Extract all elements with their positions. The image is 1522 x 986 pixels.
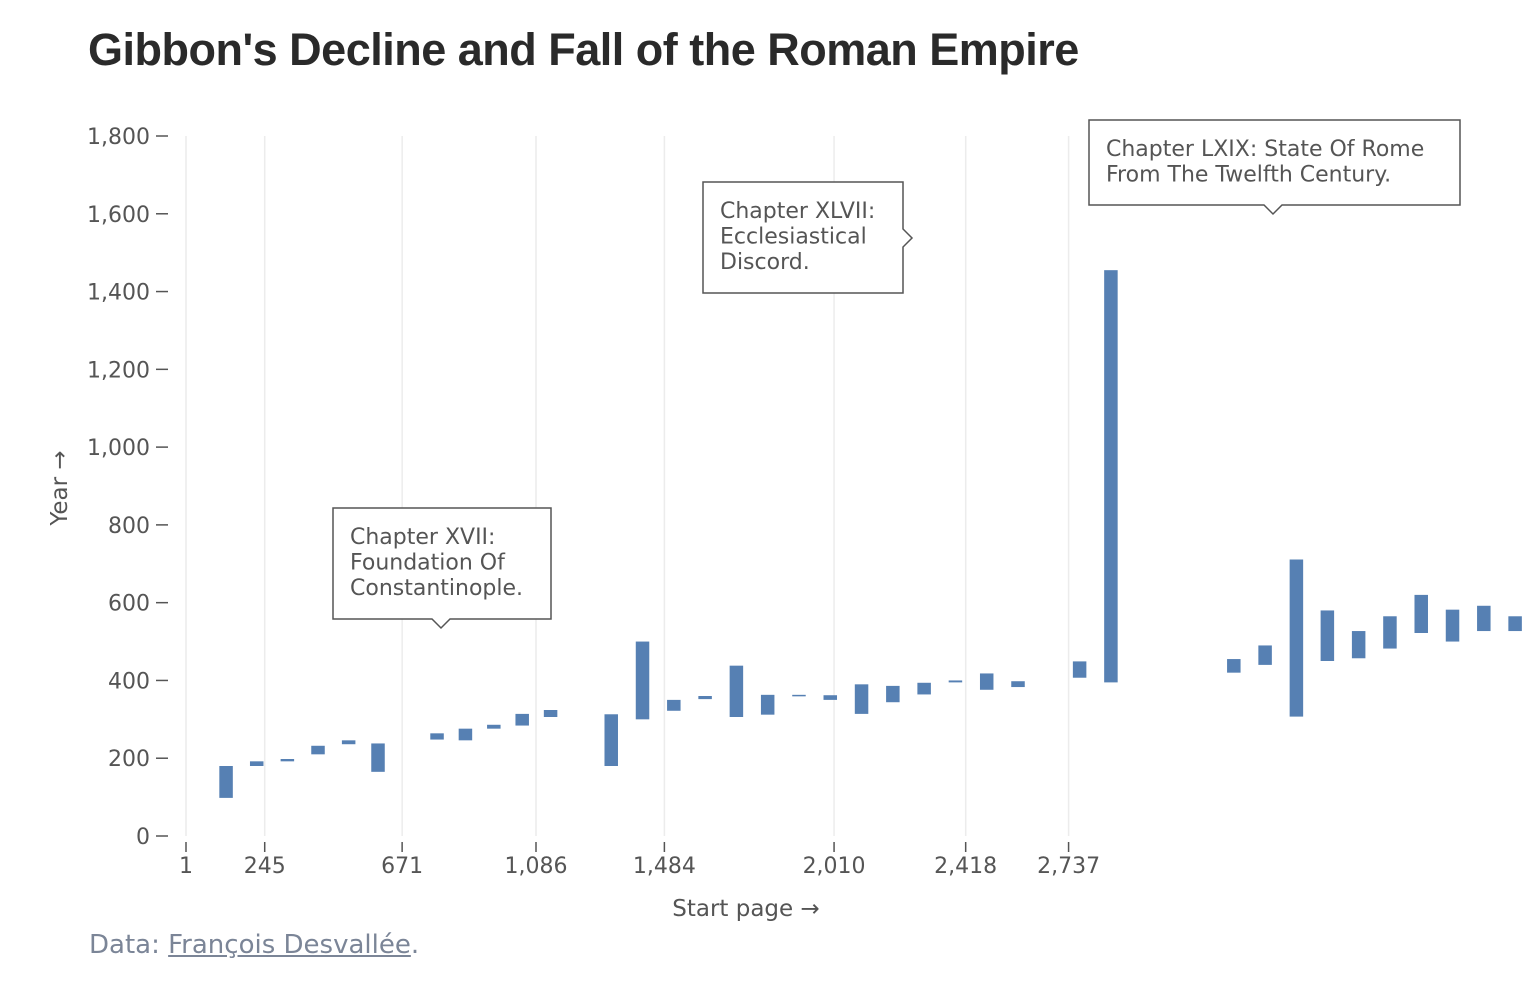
- y-tick-label: 1,200: [87, 358, 150, 383]
- chapter-bar[interactable]: [341, 740, 356, 745]
- data-source-credit: Data: François Desvallée.: [89, 930, 419, 960]
- chapter-bar[interactable]: [1011, 681, 1025, 688]
- y-tick-label: 0: [136, 825, 150, 850]
- chapter-bar[interactable]: [1258, 645, 1272, 665]
- chapter-bar[interactable]: [667, 699, 681, 711]
- source-link[interactable]: François Desvallée: [168, 930, 411, 960]
- annotation-callout: [332, 507, 552, 630]
- annotation-text: Discord.: [720, 250, 810, 275]
- chapter-bar[interactable]: [219, 766, 233, 798]
- chapter-bar[interactable]: [458, 728, 473, 741]
- chapter-bar[interactable]: [1508, 616, 1522, 632]
- bars-layer: [219, 270, 1522, 798]
- chapter-bar[interactable]: [311, 745, 325, 755]
- chapter-bar[interactable]: [543, 710, 558, 717]
- x-tick-label: 1,086: [505, 854, 568, 879]
- y-tick-label: 1,600: [87, 203, 150, 228]
- x-tick-label: 2,737: [1037, 854, 1100, 879]
- grid-layer: [185, 136, 1070, 836]
- chart-title: Gibbon's Decline and Fall of the Roman E…: [88, 24, 1079, 75]
- chapter-bar[interactable]: [760, 694, 775, 715]
- source-suffix: .: [410, 930, 420, 960]
- chapter-bar[interactable]: [371, 743, 385, 772]
- chapter-bar[interactable]: [635, 641, 650, 720]
- chapter-bar[interactable]: [1227, 659, 1241, 673]
- annotation-text: From The Twelfth Century.: [1106, 163, 1391, 188]
- annotation-text: Chapter LXIX: State Of Rome: [1106, 137, 1424, 162]
- y-tick-label: 1,400: [87, 281, 150, 306]
- annotation-text: Chapter XVII:: [350, 525, 495, 550]
- chapter-bar[interactable]: [698, 696, 712, 700]
- y-tick-label: 600: [108, 592, 150, 617]
- chapter-bar[interactable]: [854, 684, 869, 714]
- chapter-bar[interactable]: [604, 714, 618, 766]
- x-tick-label: 1: [179, 854, 193, 879]
- chapter-bar[interactable]: [249, 761, 264, 766]
- chapter-bar[interactable]: [1445, 609, 1460, 642]
- source-prefix: Data:: [89, 930, 169, 960]
- chapter-bar[interactable]: [1320, 610, 1335, 661]
- x-tick-label: 671: [381, 854, 423, 879]
- chapter-bar[interactable]: [979, 673, 994, 690]
- chapter-bar[interactable]: [1414, 594, 1428, 633]
- chapter-bar[interactable]: [430, 733, 444, 740]
- annotation-text: Chapter XLVII:: [720, 199, 875, 224]
- chapter-bar[interactable]: [280, 759, 295, 762]
- chapter-bar[interactable]: [917, 682, 931, 695]
- annotation-text: Ecclesiastical: [720, 225, 867, 250]
- chapter-bar[interactable]: [729, 665, 744, 717]
- chapter-bar[interactable]: [886, 685, 900, 703]
- y-tick-label: 800: [108, 514, 150, 539]
- chapter-bar[interactable]: [1477, 605, 1491, 632]
- chapter-bar[interactable]: [1351, 631, 1366, 659]
- annotation-text: Constantinople.: [350, 576, 523, 601]
- chapter-bar[interactable]: [1289, 559, 1304, 717]
- chapter-bar[interactable]: [948, 680, 963, 683]
- x-axis-label: Start page →: [672, 896, 820, 922]
- y-tick-label: 1,000: [87, 436, 150, 461]
- y-tick-label: 1,800: [87, 125, 150, 150]
- x-tick-label: 2,010: [803, 854, 866, 879]
- chapter-bar[interactable]: [823, 695, 838, 700]
- chapter-bar[interactable]: [1072, 661, 1087, 678]
- x-tick-label: 245: [244, 854, 286, 879]
- x-tick-label: 1,484: [633, 854, 696, 879]
- x-tick-label: 2,418: [934, 854, 997, 879]
- chapter-bar[interactable]: [515, 713, 529, 726]
- chapter-bar[interactable]: [792, 694, 806, 697]
- chapter-bar[interactable]: [487, 724, 501, 729]
- annotation-callout: [1088, 119, 1461, 216]
- y-tick-label: 400: [108, 669, 150, 694]
- x-axis: 1 245 671 1,086 1,484 2,010 2,418 2,737: [179, 842, 1100, 879]
- chapter-bar[interactable]: [1104, 270, 1118, 683]
- annotations-layer: Chapter XVII:Foundation OfConstantinople…: [332, 119, 1461, 630]
- y-axis-label: Year →: [47, 450, 73, 526]
- y-tick-label: 200: [108, 747, 150, 772]
- y-axis: 0 200 400 600 800 1,000 1,200 1,400 1,600 1,800: [87, 125, 168, 850]
- chapter-bar[interactable]: [1383, 616, 1397, 649]
- annotation-text: Foundation Of: [350, 551, 506, 576]
- annotation-callout: [702, 181, 914, 294]
